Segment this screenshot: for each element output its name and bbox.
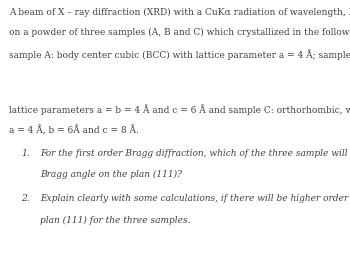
Text: Explain clearly with some calculations, if there will be higher order reflection: Explain clearly with some calculations, … [40,194,350,203]
Text: A beam of X – ray diffraction (XRD) with a CuKα radiation of wavelength, λ = 1.5: A beam of X – ray diffraction (XRD) with… [9,7,350,17]
Text: a = 4 Å, b = 6Å and c = 8 Å.: a = 4 Å, b = 6Å and c = 8 Å. [9,126,139,136]
Text: plan (111) for the three samples.: plan (111) for the three samples. [40,216,191,225]
Text: 2.: 2. [21,194,30,203]
Text: sample A: body center cubic (BCC) with lattice parameter a = 4 Å; sample B: tetr: sample A: body center cubic (BCC) with l… [9,49,350,60]
Text: 1.: 1. [21,149,30,158]
Text: For the first order Bragg diffraction, which of the three sample will give the s: For the first order Bragg diffraction, w… [40,149,350,158]
Text: Bragg angle on the plan (111)?: Bragg angle on the plan (111)? [40,170,182,179]
Text: lattice parameters a = b = 4 Å and c = 6 Å and sample C: orthorhombic, with latt: lattice parameters a = b = 4 Å and c = 6… [9,104,350,115]
Text: on a powder of three samples (A, B and C) which crystallized in the following cr: on a powder of three samples (A, B and C… [9,28,350,37]
